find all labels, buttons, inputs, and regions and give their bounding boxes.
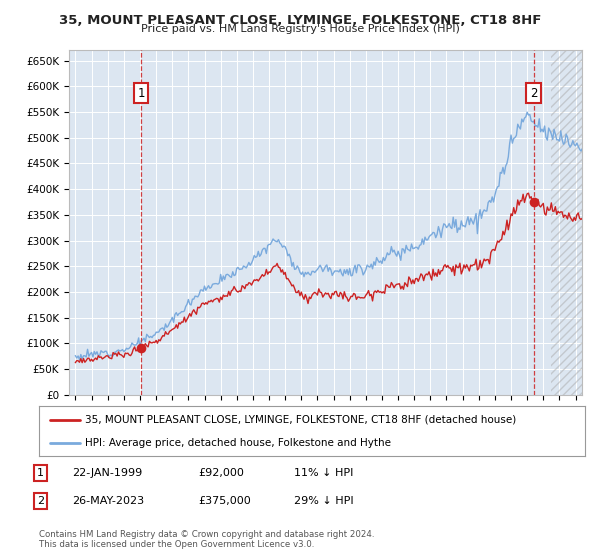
Text: Contains HM Land Registry data © Crown copyright and database right 2024.: Contains HM Land Registry data © Crown c… [39,530,374,539]
Text: Price paid vs. HM Land Registry's House Price Index (HPI): Price paid vs. HM Land Registry's House … [140,24,460,34]
Text: HPI: Average price, detached house, Folkestone and Hythe: HPI: Average price, detached house, Folk… [85,438,391,448]
Text: 29% ↓ HPI: 29% ↓ HPI [294,496,353,506]
Text: 26-MAY-2023: 26-MAY-2023 [72,496,144,506]
Bar [551,50,582,395]
Text: 22-JAN-1999: 22-JAN-1999 [72,468,142,478]
Text: 2: 2 [37,496,44,506]
Text: 2: 2 [530,87,538,100]
Text: 1: 1 [137,87,145,100]
Text: This data is licensed under the Open Government Licence v3.0.: This data is licensed under the Open Gov… [39,540,314,549]
Text: 11% ↓ HPI: 11% ↓ HPI [294,468,353,478]
Text: £92,000: £92,000 [198,468,244,478]
Text: 35, MOUNT PLEASANT CLOSE, LYMINGE, FOLKESTONE, CT18 8HF: 35, MOUNT PLEASANT CLOSE, LYMINGE, FOLKE… [59,14,541,27]
Text: £375,000: £375,000 [198,496,251,506]
Text: 1: 1 [37,468,44,478]
Text: 35, MOUNT PLEASANT CLOSE, LYMINGE, FOLKESTONE, CT18 8HF (detached house): 35, MOUNT PLEASANT CLOSE, LYMINGE, FOLKE… [85,414,517,424]
